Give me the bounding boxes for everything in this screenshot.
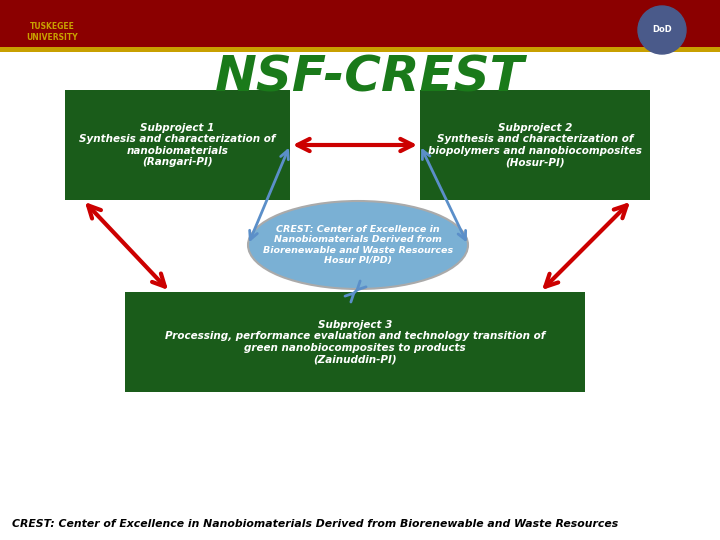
Text: NSF-CREST: NSF-CREST (215, 53, 525, 101)
Bar (0, 508, 720, 540)
Bar (125, 292, 585, 392)
Text: Subproject 1
Synthesis and characterization of
nanobiomaterials
(Rangari-PI): Subproject 1 Synthesis and characterizat… (79, 123, 276, 167)
Text: CREST: Center of Excellence in Nanobiomaterials Derived from Biorenewable and Wa: CREST: Center of Excellence in Nanobioma… (12, 519, 618, 529)
Text: TUSKEGEE
UNIVERSITY: TUSKEGEE UNIVERSITY (26, 22, 78, 42)
Text: CREST: Center of Excellence in
Nanobiomaterials Derived from
Biorenewable and Wa: CREST: Center of Excellence in Nanobioma… (263, 225, 453, 265)
Ellipse shape (248, 201, 468, 289)
Bar (0, 0, 720, 48)
Text: Subproject 3
Processing, performance evaluation and technology transition of
gre: Subproject 3 Processing, performance eva… (165, 320, 545, 365)
Bar (0, 47, 720, 52)
Bar (420, 90, 650, 200)
Text: DoD: DoD (652, 25, 672, 35)
Text: Subproject 2
Synthesis and characterization of
biopolymers and nanobiocomposites: Subproject 2 Synthesis and characterizat… (428, 123, 642, 167)
Circle shape (638, 6, 686, 54)
Bar (65, 90, 290, 200)
